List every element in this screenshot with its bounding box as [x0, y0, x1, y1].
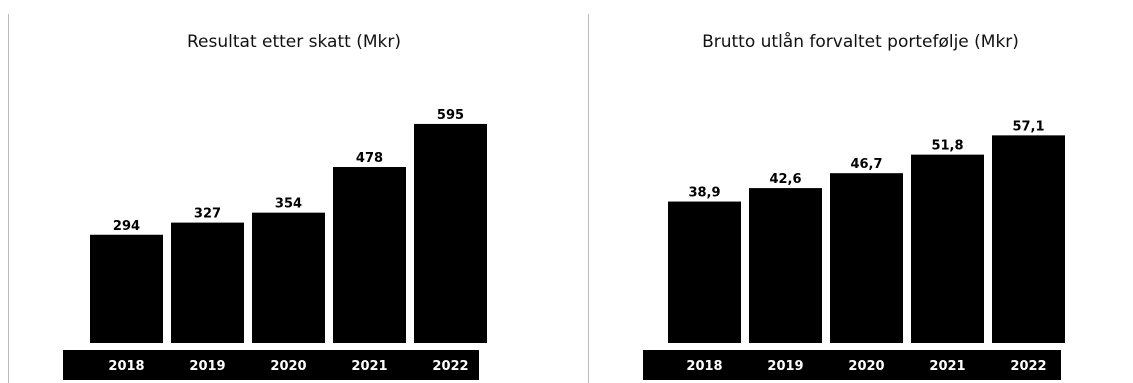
x-tick-label-2020: 2020	[270, 359, 306, 374]
bar-2019	[749, 188, 822, 343]
data-label-2021: 478	[356, 151, 383, 166]
chart-title: Resultat etter skatt (Mkr)	[187, 32, 401, 52]
x-tick-label-2022: 2022	[432, 359, 468, 374]
bar-2018	[90, 234, 163, 343]
data-label-2019: 42,6	[769, 172, 801, 187]
bar-2020	[252, 212, 325, 343]
chart-title: Brutto utlån forvaltet portefølje (Mkr)	[702, 32, 1019, 52]
data-label-2021: 51,8	[931, 139, 963, 154]
bar-2018	[668, 201, 741, 343]
data-label-2022: 595	[437, 108, 464, 123]
center-divider	[588, 14, 589, 383]
data-label-2020: 46,7	[850, 157, 882, 172]
bar-chart-brutto-utlan: 38,9 2018 42,6 2019 46,7 2020 51,8 2021 57,1 2022	[643, 119, 1065, 380]
data-label-2020: 354	[275, 197, 302, 212]
x-tick-label-2019: 2019	[767, 359, 803, 374]
chart-panel-resultat: Resultat etter skatt (Mkr) 294 2018 327 201…	[63, 32, 487, 380]
x-tick-label-2021: 2021	[351, 359, 387, 374]
bar-2019	[171, 222, 244, 343]
x-tick-label-2020: 2020	[848, 359, 884, 374]
bar-2022	[992, 135, 1065, 343]
bar-chart-resultat: 294 2018 327 2019 354 2020 478 2021 595 2022	[63, 108, 487, 380]
data-label-2018: 38,9	[688, 186, 720, 201]
data-label-2022: 57,1	[1012, 119, 1044, 134]
x-tick-label-2018: 2018	[686, 359, 722, 374]
left-edge-divider	[8, 14, 9, 383]
x-axis-band	[643, 350, 1061, 380]
bar-2022	[414, 123, 487, 343]
x-tick-label-2019: 2019	[189, 359, 225, 374]
bar-2020	[830, 173, 903, 343]
x-tick-label-2018: 2018	[108, 359, 144, 374]
x-tick-label-2021: 2021	[929, 359, 965, 374]
bar-2021	[333, 167, 406, 343]
bar-2021	[911, 154, 984, 343]
x-axis-band	[63, 350, 479, 380]
chart-panel-brutto-utlan: Brutto utlån forvaltet portefølje (Mkr) …	[588, 0, 1133, 383]
x-tick-label-2022: 2022	[1010, 359, 1046, 374]
data-label-2019: 327	[194, 207, 221, 222]
data-label-2018: 294	[113, 219, 140, 234]
